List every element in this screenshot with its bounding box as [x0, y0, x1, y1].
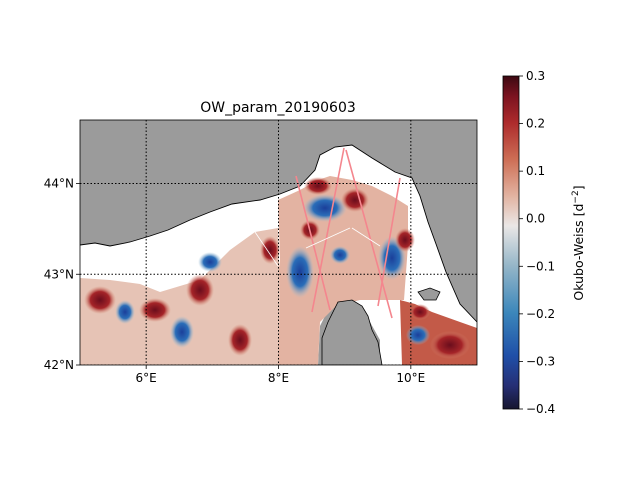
colorbar-tick-label: 0.2 — [526, 117, 545, 131]
colorbar-tick-label: 0.0 — [526, 212, 545, 226]
corsica-land — [321, 299, 383, 365]
colorbar-frame — [502, 75, 520, 410]
thin-tracks — [254, 227, 381, 267]
gridlines — [80, 120, 477, 365]
colorbar: 0.3 0.2 0.1 0.0 −0.1 −0.2 −0.3 −0.4 Okubo-Weiss… — [502, 69, 586, 416]
x-axis-ticks: 6°E 8°E 10°E — [136, 365, 425, 385]
y-axis-ticks: 42°N 43°N 44°N — [44, 177, 80, 372]
colorbar-ticks: 0.3 0.2 0.1 0.0 −0.1 −0.2 −0.3 −0.4 — [519, 69, 555, 416]
colorbar-tick-label: −0.4 — [526, 402, 555, 416]
colorbar-tick-label: −0.2 — [526, 307, 555, 321]
map-axes — [80, 120, 477, 365]
x-tick-label: 6°E — [136, 371, 157, 385]
colorbar-tick-label: 0.3 — [526, 69, 545, 83]
colorbar-tick-label: −0.3 — [526, 354, 555, 368]
y-tick-label: 42°N — [44, 358, 74, 372]
satellite-tracks — [295, 147, 401, 319]
y-tick-label: 44°N — [44, 177, 74, 191]
x-tick-label: 10°E — [396, 371, 425, 385]
x-tick-label: 8°E — [268, 371, 289, 385]
coastline — [80, 144, 477, 323]
y-tick-label: 43°N — [44, 267, 74, 281]
ow-field-west — [80, 228, 280, 365]
ow-features — [84, 177, 470, 359]
map-title: OW_param_20190603 — [200, 100, 356, 116]
colorbar-tick-label: 0.1 — [526, 164, 545, 178]
colorbar-gradient — [503, 76, 519, 409]
colorbar-label: Okubo-Weiss [d−2] — [571, 185, 586, 300]
colorbar-tick-label: −0.1 — [526, 259, 555, 273]
island-coastline — [417, 287, 441, 301]
